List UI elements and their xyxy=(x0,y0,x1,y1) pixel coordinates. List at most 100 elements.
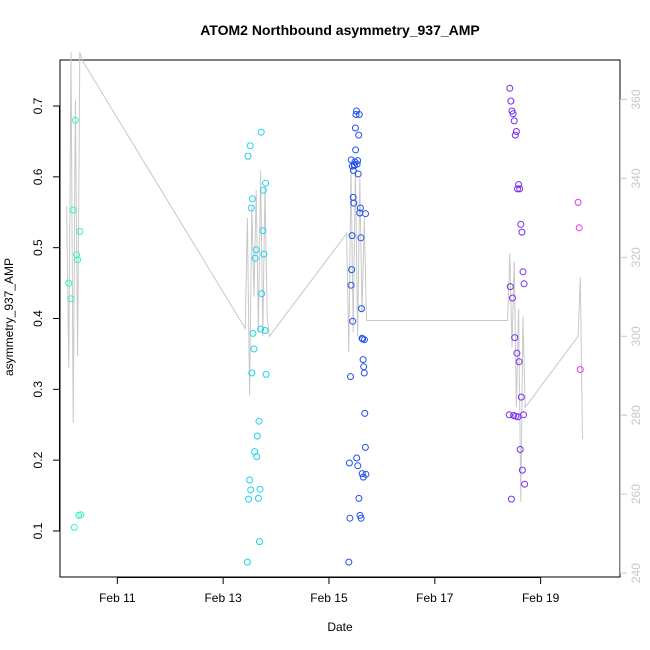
data-point xyxy=(65,279,73,287)
data-point xyxy=(361,409,369,417)
data-point xyxy=(253,453,261,461)
data-point xyxy=(261,327,269,334)
data-point xyxy=(254,494,262,502)
data-point xyxy=(352,111,360,118)
data-point xyxy=(514,413,522,421)
data-point xyxy=(70,523,78,531)
data-point xyxy=(358,305,365,313)
x-tick-label: Feb 15 xyxy=(310,591,348,605)
data-point xyxy=(357,234,365,242)
y-axis: 0.1 0.2 0.3 0.4 0.5 0.6 0.7 xyxy=(31,97,60,539)
x-axis: Feb 11 Feb 13 Feb 15 Feb 17 Feb 19 xyxy=(99,577,560,605)
data-point xyxy=(516,185,524,193)
y2-axis: 240 260 280 300 320 340 360 xyxy=(620,89,643,583)
x-tick-label: Feb 19 xyxy=(522,591,560,605)
data-point xyxy=(246,142,254,150)
data-point xyxy=(346,514,354,522)
data-point xyxy=(255,417,263,425)
data-point xyxy=(360,336,368,344)
data-point xyxy=(247,204,255,212)
data-point xyxy=(258,290,266,298)
data-point xyxy=(506,84,514,92)
data-point xyxy=(518,466,526,474)
y2-tick-label: 360 xyxy=(629,89,643,109)
data-point xyxy=(253,432,261,440)
data-point xyxy=(262,179,270,187)
data-point xyxy=(249,329,257,337)
data-point xyxy=(345,459,353,467)
data-point xyxy=(257,325,265,333)
data-point xyxy=(71,116,79,124)
data-point xyxy=(345,558,353,566)
y-tick-label: 0.7 xyxy=(31,97,45,114)
chart-title: ATOM2 Northbound asymmetry_937_AMP xyxy=(200,22,480,38)
data-point xyxy=(259,186,267,194)
data-point xyxy=(355,131,363,139)
data-point xyxy=(350,199,358,207)
data-point xyxy=(515,181,523,189)
y2-tick-label: 240 xyxy=(629,563,643,583)
x-tick-label: Feb 17 xyxy=(416,591,454,605)
y-tick-label: 0.3 xyxy=(31,381,45,398)
data-point xyxy=(355,111,363,118)
data-point xyxy=(510,117,518,125)
data-point xyxy=(515,358,523,366)
data-point xyxy=(574,198,582,206)
data-point xyxy=(514,185,521,193)
data-point xyxy=(260,250,268,258)
data-point xyxy=(509,110,517,118)
data-point xyxy=(521,480,529,488)
data-point xyxy=(248,195,256,203)
data-point xyxy=(74,256,82,264)
secondary-line-layer xyxy=(66,51,583,503)
data-point xyxy=(359,356,367,364)
x-axis-label: Date xyxy=(327,620,353,634)
data-point xyxy=(351,124,359,132)
data-point xyxy=(362,210,369,218)
data-point xyxy=(262,370,270,378)
data-point xyxy=(516,446,524,453)
data-point xyxy=(247,486,255,494)
data-point xyxy=(517,393,525,401)
data-point xyxy=(73,251,80,259)
y-axis-label: asymmetry_937_AMP xyxy=(2,258,16,376)
data-point xyxy=(359,473,367,481)
data-point xyxy=(259,227,267,235)
secondary-series-line xyxy=(66,51,583,503)
data-point xyxy=(511,334,519,342)
data-point xyxy=(507,495,515,503)
data-point xyxy=(513,349,521,357)
data-point xyxy=(517,220,525,228)
y-tick-label: 0.2 xyxy=(31,451,45,468)
data-point xyxy=(360,369,368,377)
data-point xyxy=(506,283,514,291)
data-point xyxy=(246,476,254,484)
y-tick-label: 0.5 xyxy=(31,239,45,256)
data-point xyxy=(358,470,366,478)
data-point xyxy=(511,131,519,139)
y2-tick-label: 300 xyxy=(629,326,643,346)
data-point xyxy=(356,204,364,212)
data-point xyxy=(505,411,513,419)
data-point xyxy=(77,511,85,519)
data-point xyxy=(244,152,252,160)
data-point xyxy=(69,206,77,214)
data-point xyxy=(357,514,365,522)
y-tick-label: 0.6 xyxy=(31,168,45,185)
data-point xyxy=(348,232,356,240)
data-point xyxy=(243,558,251,566)
data-point xyxy=(509,294,516,302)
data-point xyxy=(251,254,259,262)
data-point xyxy=(355,494,363,502)
data-point xyxy=(256,538,263,546)
data-point xyxy=(507,97,515,105)
plot-frame xyxy=(59,59,621,578)
y2-tick-label: 340 xyxy=(629,168,643,188)
data-point xyxy=(245,495,252,503)
data-point xyxy=(576,366,584,373)
y2-tick-label: 260 xyxy=(629,484,643,504)
data-point xyxy=(575,224,583,232)
points-layer xyxy=(65,84,584,566)
x-tick-label: Feb 13 xyxy=(204,591,242,605)
